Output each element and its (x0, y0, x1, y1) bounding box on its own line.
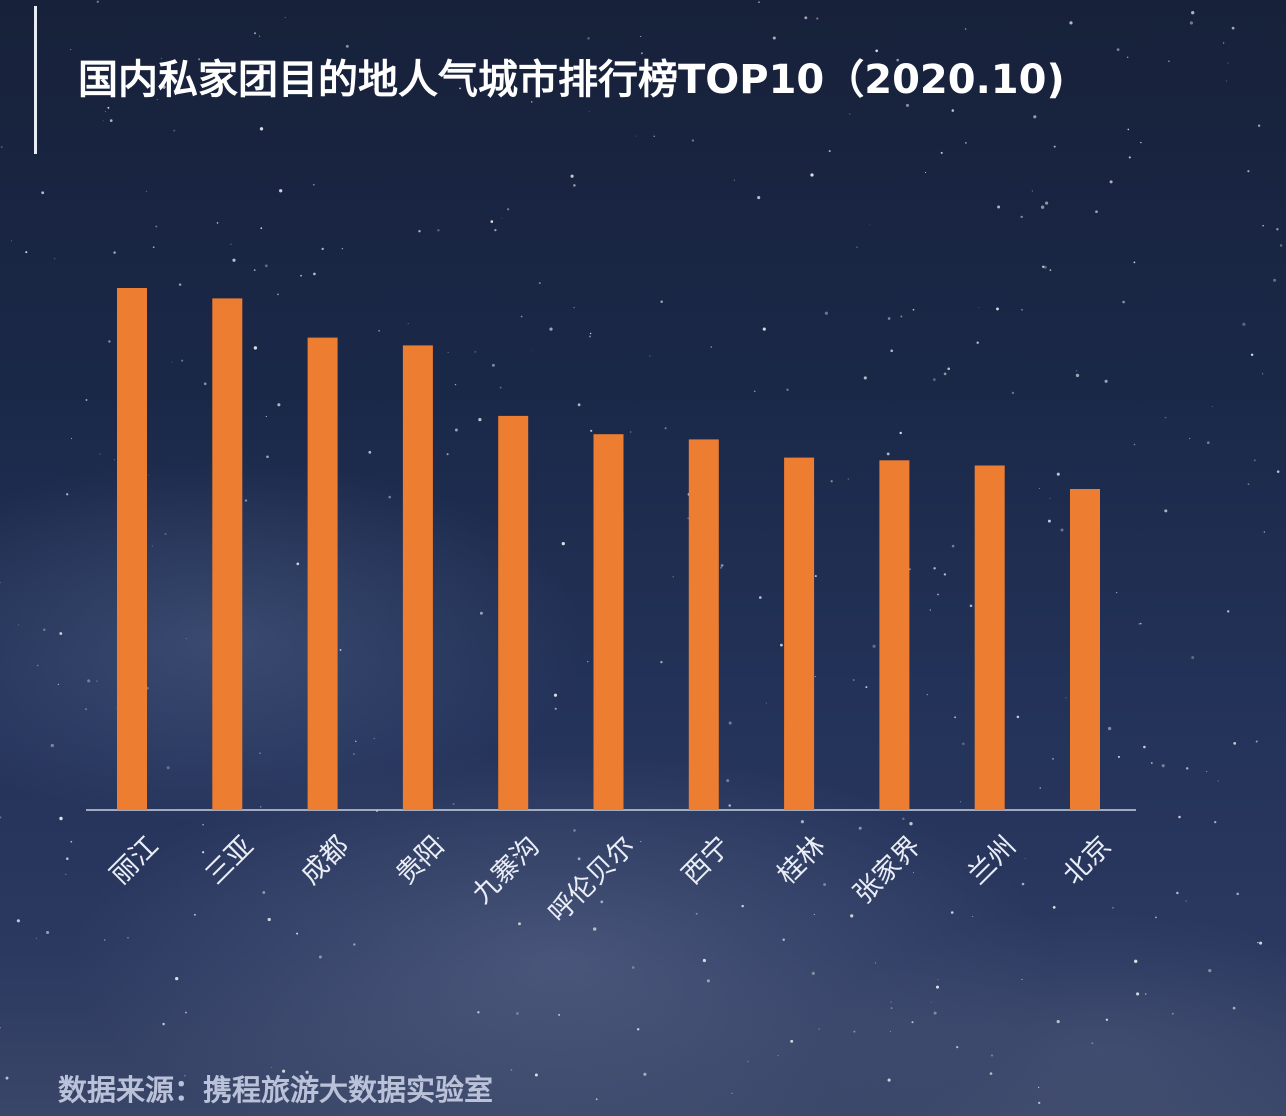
x-tick-label: 北京 (1057, 831, 1117, 891)
x-tick-label: 张家界 (848, 831, 927, 910)
bar-7 (784, 457, 815, 810)
x-tick-label: 三亚 (200, 831, 260, 891)
bar-10 (1070, 489, 1100, 810)
x-tick-label: 西宁 (676, 831, 736, 891)
bar-9 (974, 465, 1005, 810)
bar-3 (402, 345, 433, 810)
x-tick-label: 九寨沟 (467, 831, 546, 910)
x-tick-label: 丽江 (104, 831, 164, 891)
bar-6 (688, 439, 719, 810)
x-tick-label: 成都 (295, 831, 355, 891)
bar-8 (879, 460, 910, 810)
bar-0 (117, 288, 147, 810)
bar-1 (212, 298, 243, 810)
x-tick-label: 桂林 (772, 831, 832, 891)
x-tick-label: 贵阳 (390, 831, 450, 891)
x-tick-label: 呼伦贝尔 (543, 831, 641, 929)
source-note: 数据来源：携程旅游大数据实验室 (58, 1073, 494, 1107)
chart-title: 国内私家团目的地人气城市排行榜TOP10（2020.10) (78, 57, 1065, 103)
bar-5 (593, 434, 624, 810)
bar-4 (498, 415, 529, 810)
bar-2 (307, 337, 338, 810)
title-accent-line (34, 6, 37, 154)
x-tick-label: 兰州 (962, 831, 1022, 891)
